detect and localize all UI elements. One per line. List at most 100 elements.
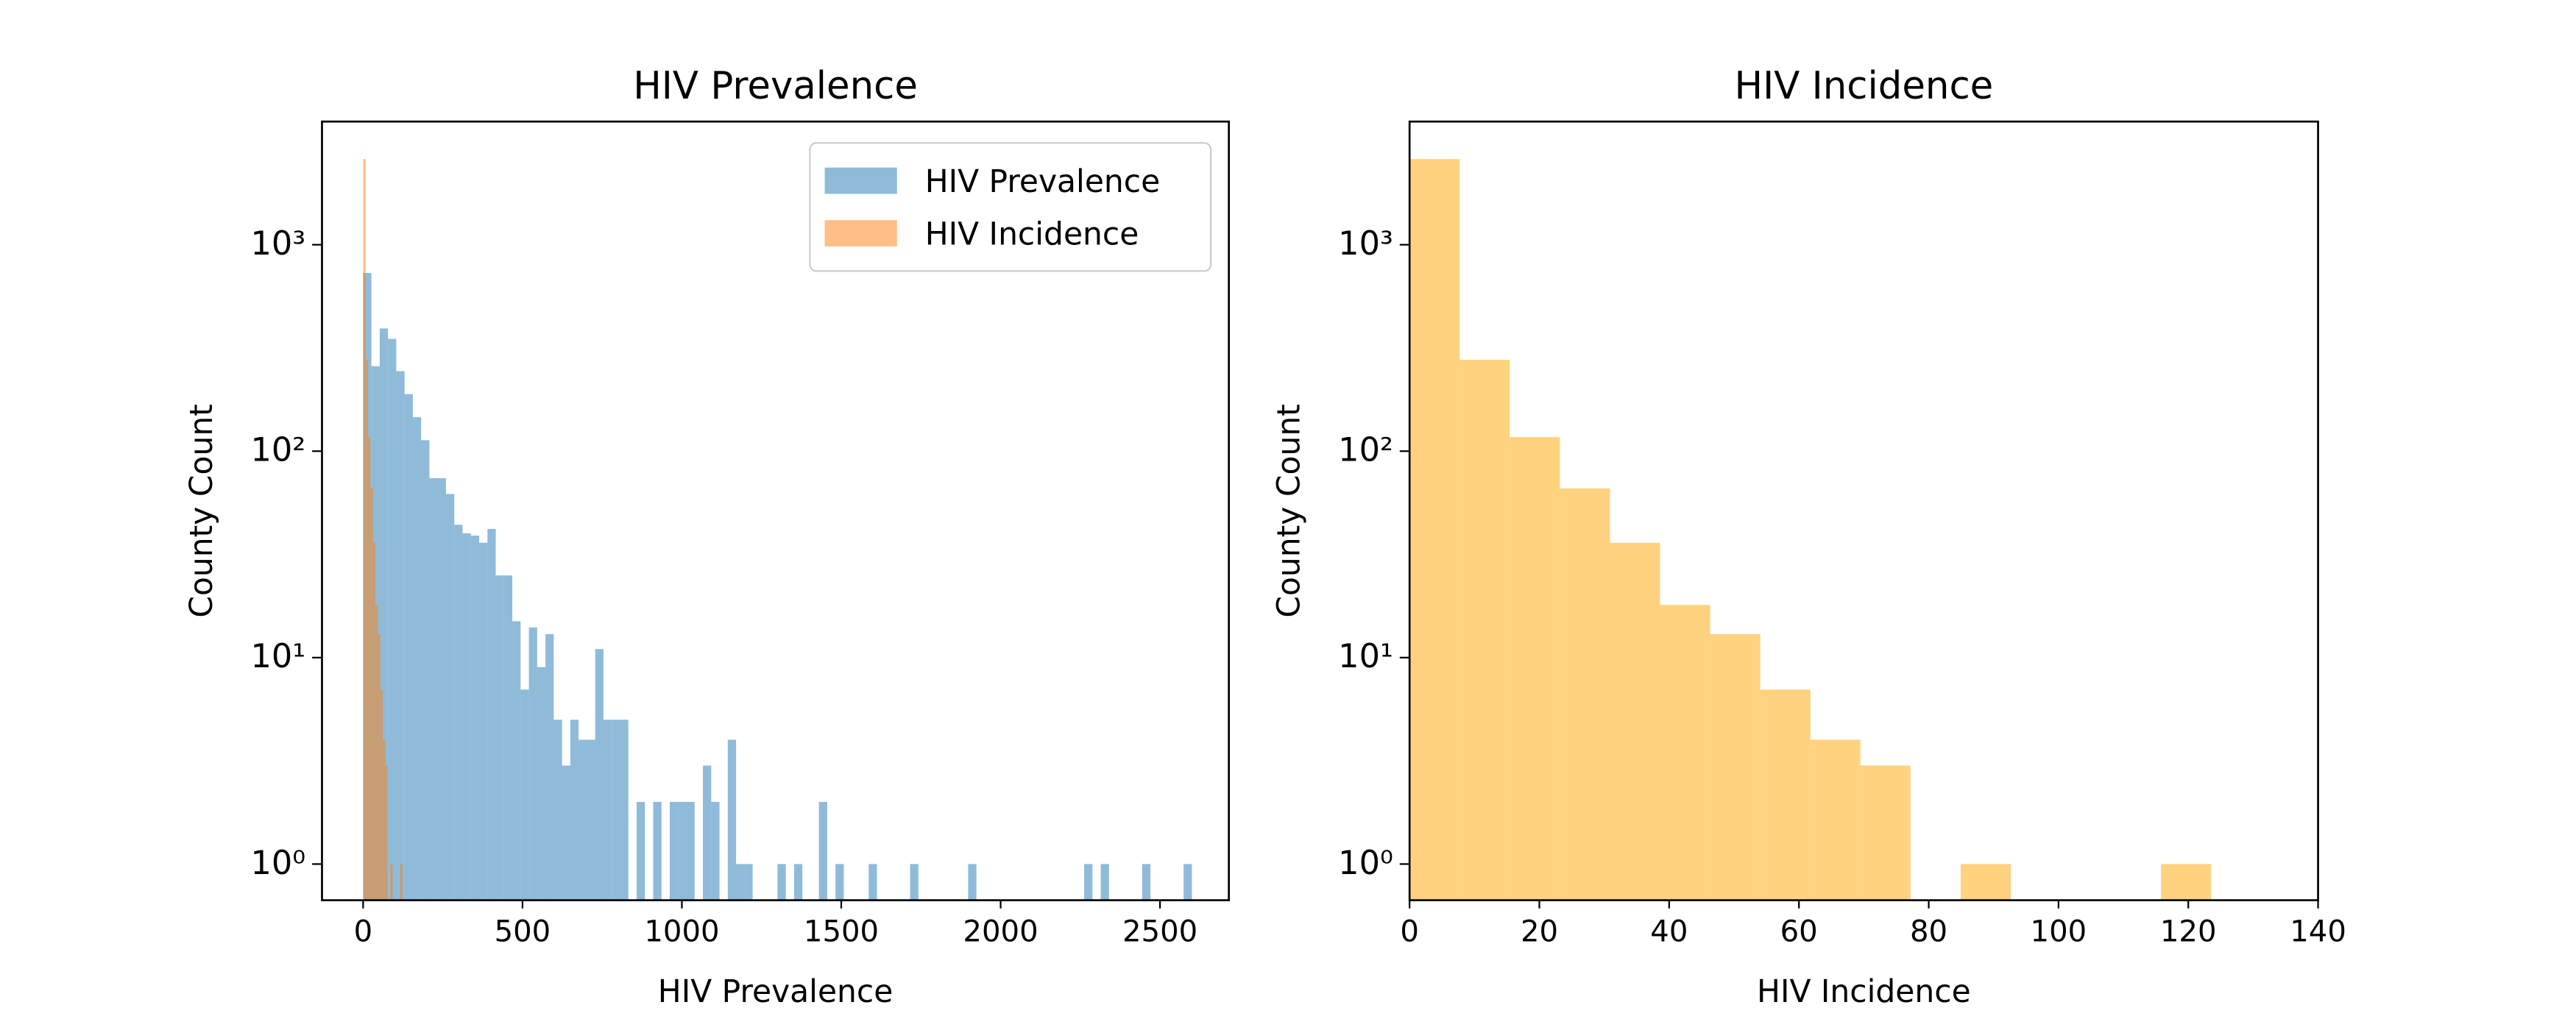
bars bbox=[363, 159, 1192, 901]
y-tick-label: 10³ bbox=[1338, 224, 1393, 263]
legend-swatch bbox=[824, 220, 897, 246]
x-tick-label: 0 bbox=[1400, 914, 1419, 948]
histogram-bar bbox=[383, 739, 386, 901]
y-tick-label: 10⁰ bbox=[1338, 844, 1393, 882]
histogram-bar bbox=[553, 720, 562, 901]
histogram-bar bbox=[595, 649, 604, 901]
histogram-bar bbox=[777, 864, 786, 901]
histogram-bar bbox=[363, 159, 366, 901]
histogram-bar bbox=[1084, 864, 1093, 901]
x-tick-label: 0 bbox=[354, 914, 373, 948]
histogram-bar bbox=[1183, 864, 1192, 901]
legend-label: HIV Incidence bbox=[925, 217, 1139, 253]
histogram-bar bbox=[462, 533, 471, 901]
histogram-bar bbox=[520, 689, 529, 901]
histogram-bar bbox=[793, 864, 803, 901]
histogram-bar bbox=[727, 739, 737, 901]
x-tick-label: 20 bbox=[1521, 914, 1558, 948]
histogram-bar bbox=[744, 864, 753, 901]
axes-frame bbox=[1408, 120, 2319, 901]
x-tick-label: 140 bbox=[2290, 914, 2346, 948]
histogram-bar bbox=[1409, 159, 1460, 901]
x-axis-label: HIV Prevalence bbox=[658, 974, 893, 1010]
histogram-bar bbox=[1560, 488, 1610, 901]
histogram-bar bbox=[404, 394, 413, 901]
histogram-bar bbox=[670, 801, 679, 901]
x-tick-label: 1000 bbox=[644, 914, 719, 948]
histogram-bar bbox=[375, 605, 378, 901]
plot-area: 0 500 1000 1500 2000 2500 10⁰ 10¹ 10² 10³ HIV Prev… bbox=[184, 64, 1230, 1010]
histogram-bar bbox=[368, 437, 371, 901]
x-axis-label: HIV Incidence bbox=[1757, 974, 1971, 1010]
histogram-bar bbox=[487, 528, 496, 901]
histogram-bar bbox=[910, 864, 919, 901]
chart-title: HIV Prevalence bbox=[633, 64, 918, 108]
histogram-bar bbox=[1100, 864, 1109, 901]
histogram-bar bbox=[1960, 864, 2011, 901]
histogram-bar bbox=[1660, 605, 1710, 901]
bars bbox=[1409, 159, 2212, 901]
y-axis-label: County Count bbox=[184, 404, 220, 617]
histogram-bar bbox=[445, 494, 455, 901]
histogram-bar bbox=[1142, 864, 1151, 901]
histogram-bar bbox=[1610, 542, 1660, 901]
y-tick-label: 10² bbox=[251, 431, 306, 469]
y-tick-label: 10² bbox=[1338, 431, 1393, 469]
x-tick-label: 500 bbox=[495, 914, 551, 948]
histogram-bar bbox=[1459, 360, 1510, 901]
histogram-bar bbox=[378, 633, 381, 901]
x-tick-label: 60 bbox=[1780, 914, 1818, 948]
y-tick-label: 10¹ bbox=[251, 637, 306, 675]
x-tick-label: 80 bbox=[1910, 914, 1947, 948]
histogram-bar bbox=[503, 575, 513, 901]
histogram-bar bbox=[1860, 765, 1911, 901]
histogram-bar bbox=[385, 765, 388, 901]
plot-area: 0 20 40 60 80 100 120 140 10⁰ 10¹ 10² 10³ HIV Incide… bbox=[1272, 64, 2346, 1010]
y-tick-label: 10¹ bbox=[1338, 637, 1393, 675]
histogram-bar bbox=[429, 477, 438, 901]
histogram-bar bbox=[1710, 633, 1761, 901]
histogram-bar bbox=[1510, 437, 1560, 901]
histogram-bar bbox=[365, 360, 369, 901]
histogram-bar bbox=[421, 440, 430, 901]
histogram-bar bbox=[379, 328, 389, 901]
x-tick-label: 100 bbox=[2031, 914, 2087, 948]
histogram-bar bbox=[400, 864, 403, 901]
histogram-bar bbox=[835, 864, 844, 901]
x-tick-label: 1500 bbox=[804, 914, 879, 948]
x-tick-label: 2000 bbox=[963, 914, 1038, 948]
histogram-bar bbox=[372, 542, 376, 901]
chart-title: HIV Incidence bbox=[1734, 64, 1993, 108]
histogram-bar bbox=[678, 801, 687, 901]
histogram-bar bbox=[620, 720, 629, 901]
histogram-bar bbox=[512, 621, 521, 901]
histogram-bar bbox=[495, 575, 504, 901]
histogram-bar bbox=[818, 801, 827, 901]
histogram-bar bbox=[437, 477, 446, 901]
histogram-bar bbox=[562, 765, 570, 901]
histogram-bar bbox=[570, 720, 579, 901]
legend-swatch bbox=[824, 167, 897, 194]
histogram-bar bbox=[412, 417, 422, 901]
histogram-bar bbox=[868, 864, 877, 901]
legend-box bbox=[809, 142, 1212, 272]
histogram-bar bbox=[1810, 739, 1861, 901]
histogram-bar bbox=[528, 627, 537, 901]
histogram-bar bbox=[479, 542, 488, 901]
histogram-bar bbox=[454, 525, 463, 901]
y-tick-label: 10⁰ bbox=[251, 844, 306, 882]
y-axis-label: County Count bbox=[1272, 404, 1308, 617]
histogram-bar bbox=[396, 371, 405, 901]
histogram-bar bbox=[703, 765, 712, 901]
histogram-bar bbox=[537, 667, 546, 901]
histogram-bar bbox=[1760, 689, 1811, 901]
axes-frame bbox=[321, 120, 1230, 901]
histogram-bar bbox=[2161, 864, 2212, 901]
histogram-bar bbox=[603, 720, 612, 901]
x-tick-label: 40 bbox=[1650, 914, 1688, 948]
histogram-bar bbox=[370, 488, 373, 901]
histogram-bar bbox=[388, 338, 397, 901]
histogram-bar bbox=[587, 739, 595, 901]
histogram-bar bbox=[470, 535, 480, 901]
